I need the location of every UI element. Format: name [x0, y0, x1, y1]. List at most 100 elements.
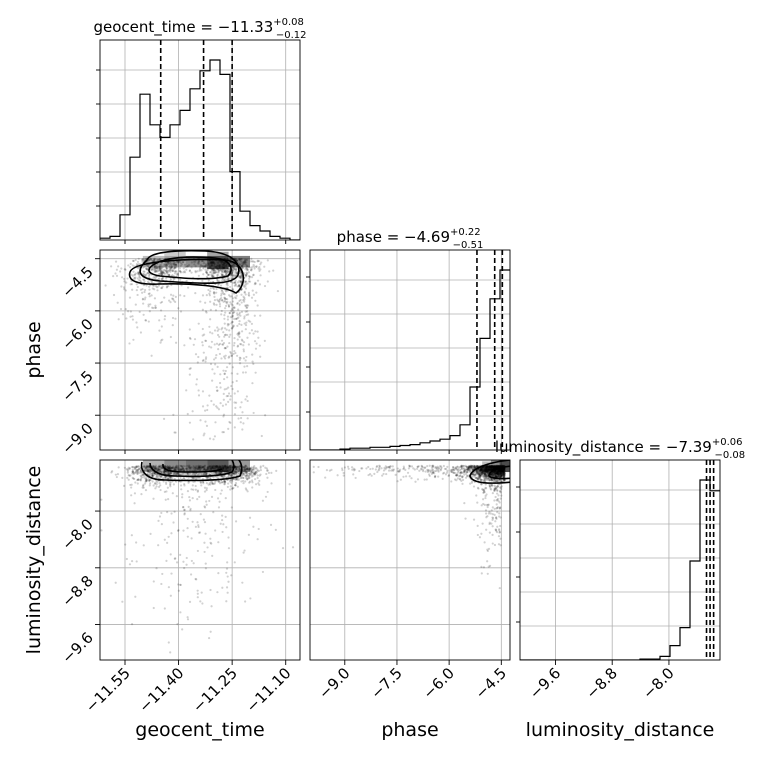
- sample-point: [241, 581, 244, 584]
- sample-point: [196, 476, 199, 479]
- sample-point: [214, 363, 217, 366]
- sample-point: [490, 465, 493, 468]
- sample-point: [174, 317, 177, 320]
- sample-point: [266, 259, 269, 262]
- sample-point: [225, 567, 229, 570]
- sample-point: [238, 322, 241, 326]
- sample-point: [213, 299, 217, 302]
- sample-point: [162, 270, 165, 274]
- histogram-luminosity_distance: [520, 460, 720, 660]
- sample-point: [488, 468, 491, 471]
- sample-point: [228, 470, 231, 473]
- sample-point: [221, 274, 224, 277]
- sample-point: [388, 467, 391, 470]
- sample-point: [480, 532, 483, 535]
- sample-point: [499, 471, 502, 474]
- sample-point: [229, 479, 232, 482]
- sample-point: [486, 469, 489, 472]
- sample-point: [151, 260, 154, 263]
- sample-point: [135, 283, 138, 286]
- sample-point: [165, 277, 168, 280]
- sample-point: [170, 264, 174, 267]
- sample-point: [145, 469, 148, 472]
- sample-point: [490, 472, 494, 475]
- sample-point: [226, 333, 229, 337]
- sample-point: [213, 435, 217, 438]
- sample-point: [166, 510, 169, 514]
- sample-point: [455, 474, 458, 477]
- sample-point: [124, 268, 127, 271]
- sample-point: [254, 472, 257, 475]
- sample-point: [142, 544, 145, 547]
- sample-point: [231, 266, 234, 270]
- sample-point: [483, 472, 487, 475]
- sample-point: [216, 279, 219, 282]
- sample-point: [246, 268, 250, 272]
- sample-point: [134, 466, 137, 469]
- sample-point: [220, 475, 223, 478]
- sample-point: [489, 465, 493, 468]
- sample-point: [486, 466, 489, 469]
- sample-point: [492, 465, 495, 468]
- sample-point: [158, 329, 161, 332]
- sample-point: [225, 269, 228, 272]
- sample-point: [218, 381, 222, 385]
- sample-point: [232, 325, 235, 328]
- sample-point: [159, 265, 162, 268]
- sample-point: [473, 473, 476, 477]
- sample-point: [169, 476, 172, 479]
- sample-point: [245, 471, 248, 474]
- sample-point: [233, 401, 236, 404]
- sample-point: [197, 524, 200, 527]
- sample-point: [146, 470, 149, 474]
- sample-point: [256, 470, 259, 473]
- sample-point: [494, 520, 497, 523]
- sample-point: [142, 486, 145, 489]
- sample-point: [244, 304, 247, 307]
- sample-point: [483, 466, 486, 469]
- sample-point: [238, 284, 241, 287]
- sample-point: [230, 466, 233, 469]
- sample-point: [225, 302, 228, 305]
- sample-point: [211, 275, 214, 278]
- sample-point: [139, 279, 142, 282]
- sample-point: [222, 398, 225, 401]
- sample-point: [487, 477, 490, 480]
- sample-point: [151, 473, 154, 476]
- sample-point: [233, 477, 237, 480]
- sample-point: [241, 428, 244, 431]
- sample-point: [230, 322, 233, 325]
- sample-point: [220, 299, 224, 302]
- sample-point: [219, 402, 222, 405]
- sample-point: [462, 464, 465, 468]
- sample-point: [159, 475, 163, 478]
- sample-point: [493, 543, 497, 547]
- sample-point: [213, 271, 216, 274]
- sample-point: [266, 469, 269, 472]
- sample-point: [241, 411, 244, 414]
- sample-point: [141, 297, 145, 300]
- sample-point: [253, 472, 256, 475]
- sample-point: [502, 472, 505, 476]
- sample-point: [179, 271, 183, 274]
- sample-point: [123, 288, 126, 291]
- sample-point: [182, 560, 185, 563]
- sample-point: [171, 466, 175, 469]
- sample-point: [200, 591, 203, 594]
- sample-point: [218, 335, 221, 338]
- sample-point: [268, 270, 271, 273]
- sample-point: [232, 474, 235, 477]
- sample-point: [236, 317, 239, 320]
- sample-point: [223, 388, 226, 391]
- sample-point: [490, 466, 493, 469]
- sample-point: [158, 465, 161, 468]
- sample-point: [243, 549, 246, 552]
- sample-point: [467, 467, 471, 470]
- sample-point: [454, 467, 458, 470]
- sample-point: [177, 583, 180, 586]
- sample-point: [490, 478, 494, 481]
- sample-point: [151, 267, 154, 270]
- sample-point: [494, 465, 497, 468]
- sample-point: [148, 479, 151, 482]
- sample-point: [236, 344, 240, 347]
